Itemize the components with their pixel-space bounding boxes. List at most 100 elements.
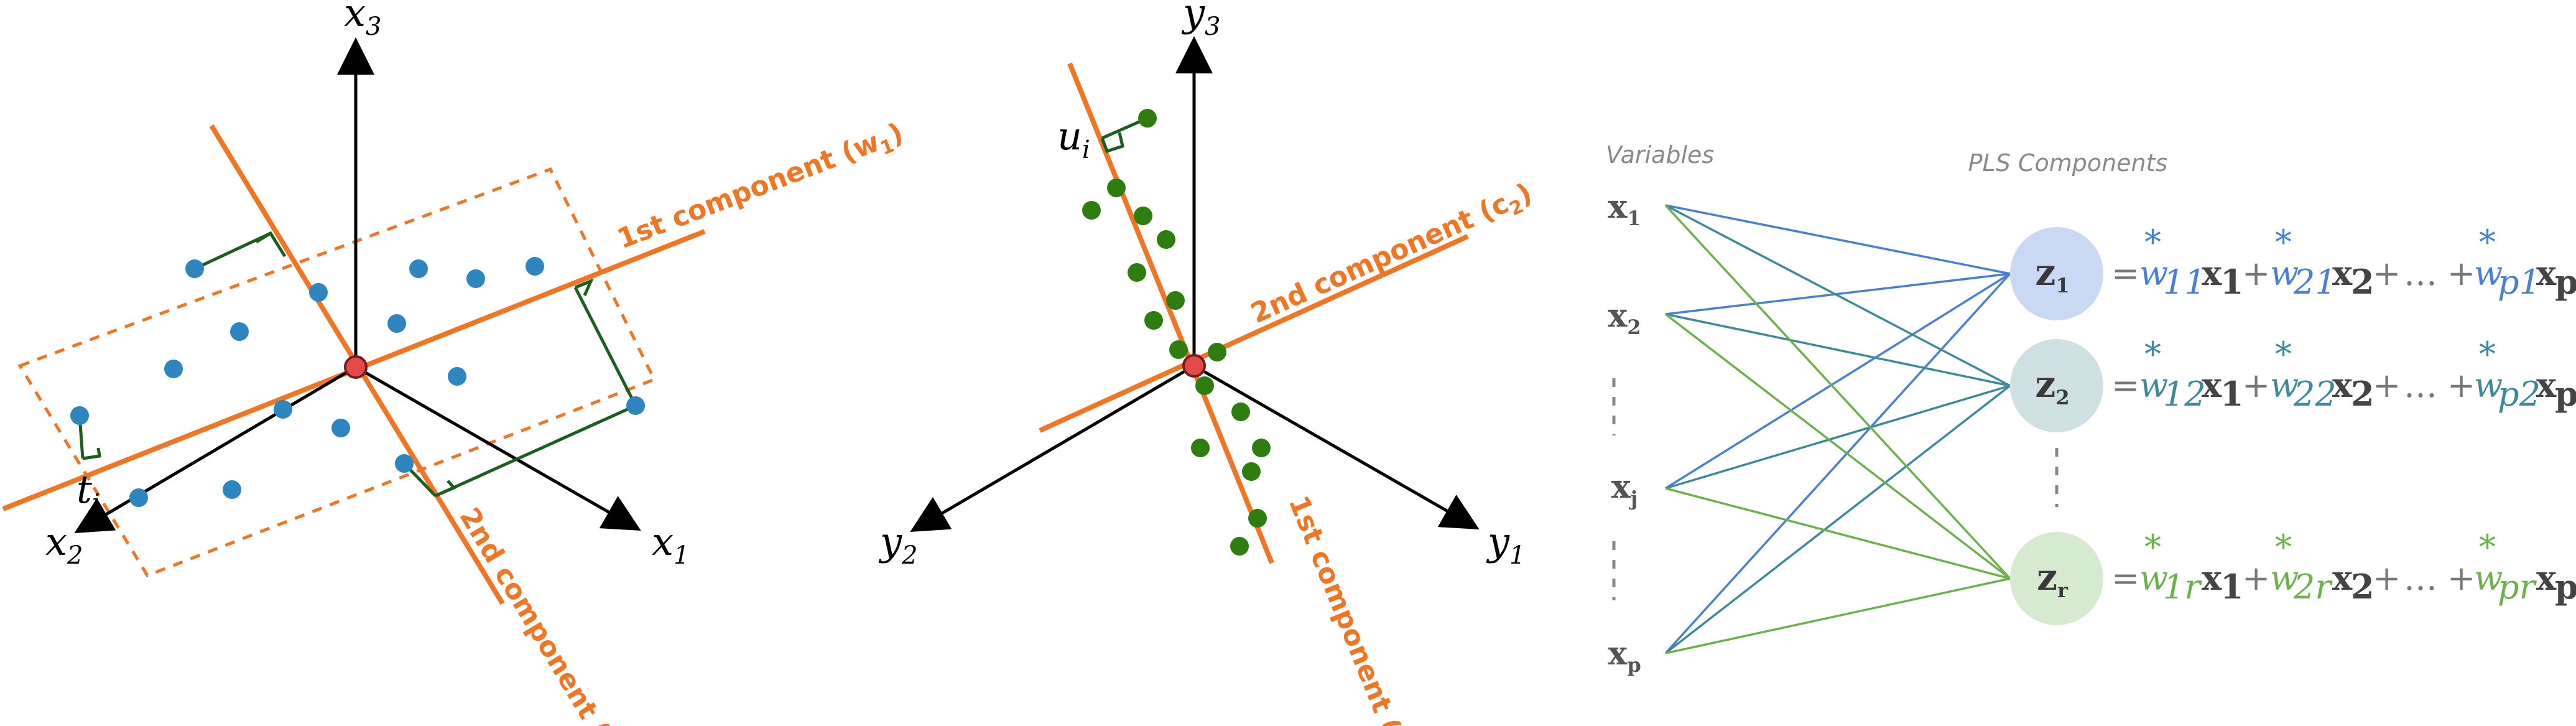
variable-index: 2	[2351, 262, 2374, 302]
ellipsis: …	[2404, 366, 2437, 405]
weight-index: 22	[2293, 375, 2337, 414]
data-point	[1166, 291, 1185, 310]
weight-star: *	[2479, 223, 2496, 262]
axis-y3-label: y3	[1181, 0, 1220, 41]
data-point	[331, 419, 350, 437]
axis-y1	[1194, 366, 1474, 526]
plus-sign: +	[2447, 559, 2475, 598]
variable-index: 1	[2220, 262, 2244, 302]
plus-sign: +	[2242, 254, 2270, 293]
panel-2-y-space: y3 y1 y2 ui 2nd component (c2) 1st compo…	[878, 0, 1539, 726]
axis-x3-label: x3	[344, 0, 381, 41]
weight-index: 21	[2293, 263, 2337, 302]
weight-index: p2	[2498, 375, 2541, 414]
data-point	[309, 283, 328, 302]
origin-point	[1184, 355, 1205, 376]
data-point	[1231, 403, 1250, 421]
data-point	[1252, 439, 1271, 457]
variable-symbol: x	[2536, 365, 2557, 405]
plus-sign: +	[2447, 254, 2475, 293]
component-plane	[20, 169, 654, 575]
plus-sign: +	[2373, 366, 2401, 405]
axis-y1-label: y1	[1486, 519, 1525, 570]
weight-index: 1r	[2163, 567, 2202, 607]
equation-z1: = w*11x1+ w*21x2+… +w*p1xp	[2111, 223, 2576, 302]
axis-y2-label: y2	[878, 519, 917, 570]
variable-symbol: x	[2202, 365, 2222, 405]
origin-point	[345, 356, 366, 378]
x-points	[70, 257, 645, 507]
data-point	[1248, 509, 1267, 528]
variable-index: 2	[2351, 374, 2374, 414]
variable-symbol: x	[2332, 365, 2353, 405]
axis-x1	[356, 367, 636, 528]
data-point	[526, 257, 544, 276]
variable-xp: xp	[1608, 635, 1641, 677]
variable-symbol: x	[2202, 558, 2222, 598]
data-point	[70, 406, 89, 425]
score-label-u: ui	[1057, 113, 1090, 164]
variable-xj: xj	[1611, 468, 1638, 510]
data-point	[129, 488, 148, 507]
components-header: PLS Components	[1968, 149, 2168, 177]
variables-header: Variables	[1606, 141, 1714, 169]
data-point	[1082, 201, 1101, 220]
data-point	[409, 259, 428, 278]
variable-x1: x1	[1608, 188, 1641, 230]
weight-star: *	[2275, 528, 2292, 567]
data-point	[626, 396, 645, 415]
data-point	[1230, 537, 1249, 556]
equals-sign: =	[2111, 366, 2139, 405]
data-point	[1208, 343, 1226, 361]
component-1-label: 1st component (c1)	[1278, 491, 1422, 726]
data-point	[223, 480, 241, 499]
variable-index: p	[2555, 374, 2576, 414]
axis-x2	[80, 367, 356, 530]
ellipsis: …	[2404, 254, 2437, 293]
variable-index: p	[2555, 262, 2576, 302]
data-point	[230, 322, 249, 341]
weight-index: p1	[2498, 263, 2541, 302]
data-point	[1107, 179, 1126, 197]
data-point	[466, 269, 485, 288]
plus-sign: +	[2242, 366, 2270, 405]
data-point	[1169, 340, 1188, 359]
data-point	[1195, 376, 1214, 395]
panel-3-pls-network: Variables PLS Components x1 x2 xj	[1606, 141, 2576, 677]
plus-sign: +	[2447, 366, 2475, 405]
plus-sign: +	[2373, 559, 2401, 598]
variable-index: 1	[2220, 567, 2244, 607]
panel-1-x-space: x3 x1 x2 ti 1st component (w1) 2nd compo…	[3, 0, 909, 726]
weight-index: 2r	[2293, 567, 2333, 607]
variable-index: 2	[2351, 567, 2374, 607]
weight-star: *	[2144, 335, 2161, 374]
weight-star: *	[2275, 335, 2292, 374]
variable-x2: x2	[1608, 297, 1641, 339]
component-2-label: 2nd component (w2)	[450, 502, 642, 726]
weight-star: *	[2275, 223, 2292, 262]
data-point	[1242, 462, 1261, 481]
data-point	[274, 400, 292, 419]
plus-sign: +	[2242, 559, 2270, 598]
axis-y2	[915, 366, 1194, 529]
data-point	[1128, 263, 1146, 282]
data-point	[1144, 311, 1163, 330]
connections	[1666, 205, 2010, 653]
component-1-label: 1st component (w1)	[613, 117, 909, 259]
component-1-line	[1070, 63, 1272, 563]
variable-symbol: x	[2202, 253, 2222, 293]
weight-index: 11	[2163, 263, 2206, 302]
variable-symbol: x	[2332, 558, 2353, 598]
data-point	[1138, 109, 1157, 128]
ellipsis: …	[2404, 559, 2437, 598]
data-point	[395, 454, 414, 473]
variable-index: p	[2555, 567, 2576, 607]
variable-symbol: x	[2536, 253, 2557, 293]
data-point	[185, 259, 204, 278]
equation-z2: = w*12x1+ w*22x2+… +w*p2xp	[2111, 335, 2576, 414]
data-point	[448, 367, 466, 386]
data-point	[1157, 230, 1175, 249]
weight-star: *	[2144, 528, 2161, 567]
data-point	[1191, 439, 1210, 457]
